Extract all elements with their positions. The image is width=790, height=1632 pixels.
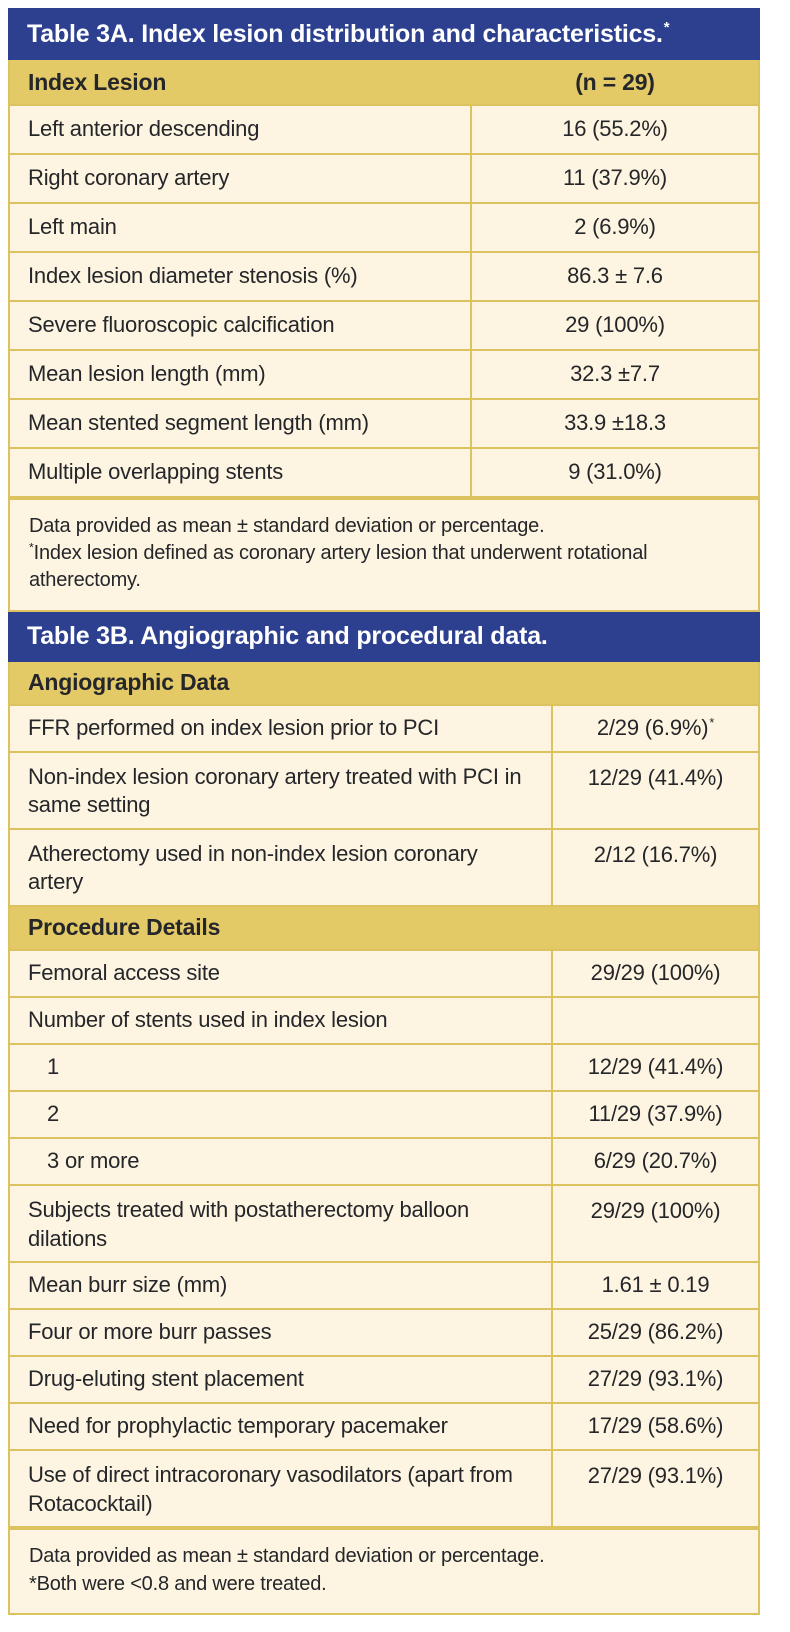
table-row: Use of direct intracoronary vasodilators… <box>10 1449 760 1527</box>
table-3b-footnote: Data provided as mean ± standard deviati… <box>8 1528 760 1615</box>
row-value: 29 (100%) <box>565 312 665 338</box>
table-row: Index lesion diameter stenosis (%) 86.3 … <box>10 251 760 300</box>
row-label: Mean burr size (mm) <box>10 1263 553 1309</box>
row-label: Left main <box>10 204 472 251</box>
table-row: Severe fluoroscopic calcification 29 (10… <box>10 300 760 349</box>
row-label: Multiple overlapping stents <box>10 449 472 496</box>
table-row: Right coronary artery 11 (37.9%) <box>10 153 760 202</box>
table-3a-rows: Left anterior descending 16 (55.2%) Righ… <box>8 104 760 498</box>
row-value: 16 (55.2%) <box>562 116 668 142</box>
table-row: Mean stented segment length (mm) 33.9 ±1… <box>10 398 760 447</box>
table-row: 2 11/29 (37.9%) <box>10 1089 760 1137</box>
table-row: Subjects treated with postatherectomy ba… <box>10 1183 760 1262</box>
section-heading: Procedure Details <box>28 914 221 941</box>
table-row: FFR performed on index lesion prior to P… <box>10 703 760 751</box>
table-3a-footnote: Data provided as mean ± standard deviati… <box>8 498 760 612</box>
row-label: Need for prophylactic temporary pacemake… <box>10 1404 553 1450</box>
table-row: Mean burr size (mm) 1.61 ± 0.19 <box>10 1261 760 1309</box>
row-label: 2 <box>10 1091 553 1137</box>
row-label: Use of direct intracoronary vasodilators… <box>10 1451 553 1527</box>
row-value: 29/29 (100%) <box>590 960 721 986</box>
row-value: 25/29 (86.2%) <box>587 1319 724 1345</box>
table-3b-angiographic-rows: FFR performed on index lesion prior to P… <box>8 703 760 907</box>
row-value: 29/29 (100%) <box>590 1197 721 1223</box>
row-value: 17/29 (58.6%) <box>587 1413 724 1439</box>
table-3a-title: Table 3A. Index lesion distribution and … <box>27 19 663 48</box>
column-header-value: (n = 29) <box>575 68 655 95</box>
row-value: 32.3 ±7.7 <box>570 361 660 387</box>
row-value: 11/29 (37.9%) <box>588 1101 723 1127</box>
section-header-angiographic: Angiographic Data <box>8 661 760 704</box>
table-3b: Table 3B. Angiographic and procedural da… <box>8 611 760 1615</box>
table-row: Non-index lesion coronary artery treated… <box>10 750 760 828</box>
table-row: 3 or more 6/29 (20.7%) <box>10 1136 760 1184</box>
table-row: Mean lesion length (mm) 32.3 ±7.7 <box>10 349 760 398</box>
row-value: 12/29 (41.4%) <box>587 1054 724 1080</box>
table-row: Number of stents used in index lesion <box>10 995 760 1043</box>
table-row: Drug-eluting stent placement 27/29 (93.1… <box>10 1355 760 1403</box>
row-label: Atherectomy used in non-index lesion cor… <box>10 829 553 905</box>
row-label: Mean stented segment length (mm) <box>10 400 472 447</box>
footnote-line: *Index lesion defined as coronary artery… <box>29 540 648 592</box>
footnote-line: Data provided as mean ± standard deviati… <box>29 515 545 537</box>
row-value: 27/29 (93.1%) <box>587 1366 724 1392</box>
row-label: Mean lesion length (mm) <box>10 351 472 398</box>
row-value: 86.3 ± 7.6 <box>567 263 663 289</box>
row-value: 6/29 (20.7%) <box>593 1148 718 1174</box>
footnote-line: Data provided as mean ± standard deviati… <box>29 1545 545 1568</box>
table-3b-title-bar: Table 3B. Angiographic and procedural da… <box>8 611 760 662</box>
table-3a: Table 3A. Index lesion distribution and … <box>8 8 760 612</box>
row-value: 2 (6.9%) <box>574 214 656 240</box>
row-value <box>553 998 758 1043</box>
table-row: Multiple overlapping stents 9 (31.0%) <box>10 447 760 496</box>
row-label: Four or more burr passes <box>10 1310 553 1356</box>
table-row: Left anterior descending 16 (55.2%) <box>10 104 760 153</box>
row-label: Left anterior descending <box>10 106 472 153</box>
row-value: 1.61 ± 0.19 <box>601 1272 710 1298</box>
table-3a-column-header: Index Lesion (n = 29) <box>8 60 760 104</box>
row-label: Index lesion diameter stenosis (%) <box>10 253 472 300</box>
table-3a-title-bar: Table 3A. Index lesion distribution and … <box>8 8 760 60</box>
table-row: Femoral access site 29/29 (100%) <box>10 948 760 996</box>
row-value: 27/29 (93.1%) <box>587 1463 724 1489</box>
table-row: Left main 2 (6.9%) <box>10 202 760 251</box>
section-heading: Angiographic Data <box>28 669 230 696</box>
footnote-line: *Both were <0.8 and were treated. <box>29 1572 327 1595</box>
row-label: Femoral access site <box>10 950 553 996</box>
row-value: 9 (31.0%) <box>568 459 662 485</box>
table-3b-title: Table 3B. Angiographic and procedural da… <box>27 622 548 651</box>
column-header-label: Index Lesion <box>28 68 167 95</box>
row-label: FFR performed on index lesion prior to P… <box>10 705 553 751</box>
table-row: Need for prophylactic temporary pacemake… <box>10 1402 760 1450</box>
row-value: 2/12 (16.7%) <box>593 841 718 867</box>
row-label: 3 or more <box>10 1138 553 1184</box>
table-row: 1 12/29 (41.4%) <box>10 1042 760 1090</box>
row-label: Non-index lesion coronary artery treated… <box>10 752 553 828</box>
row-value: 33.9 ±18.3 <box>564 410 666 436</box>
section-header-procedure: Procedure Details <box>8 906 760 949</box>
table-row: Atherectomy used in non-index lesion cor… <box>10 827 760 905</box>
row-label: Subjects treated with postatherectomy ba… <box>10 1185 553 1262</box>
row-value: 11 (37.9%) <box>563 165 667 191</box>
row-label: Severe fluoroscopic calcification <box>10 302 472 349</box>
row-label: Number of stents used in index lesion <box>10 997 553 1043</box>
table-row: Four or more burr passes 25/29 (86.2%) <box>10 1308 760 1356</box>
row-label: 1 <box>10 1044 553 1090</box>
row-label: Right coronary artery <box>10 155 472 202</box>
row-label: Drug-eluting stent placement <box>10 1357 553 1403</box>
row-value: 2/29 (6.9%) * <box>596 714 715 740</box>
row-value: 12/29 (41.4%) <box>587 764 724 790</box>
footnote-marker: * <box>29 540 34 555</box>
table-3b-procedure-rows: Femoral access site 29/29 (100%) Number … <box>8 948 760 1529</box>
